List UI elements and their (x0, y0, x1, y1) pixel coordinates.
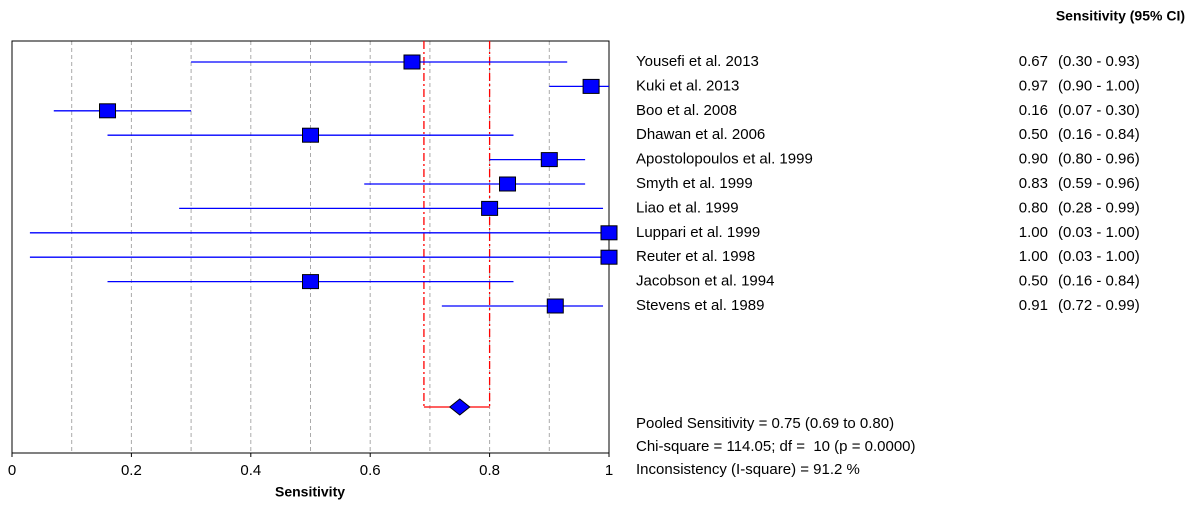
estimate-square (302, 274, 319, 290)
estimate-square (99, 103, 117, 119)
x-axis-label: Sensitivity (275, 484, 345, 500)
x-tick-label: 1 (605, 462, 613, 479)
pooled-label: Pooled Sensitivity = 0.75 (0.69 to 0.80) (636, 415, 894, 432)
estimate-square (546, 298, 564, 314)
value-label: 1.00 (1019, 224, 1048, 241)
value-label: 1.00 (1019, 248, 1048, 265)
value-label: 0.83 (1019, 175, 1048, 192)
study-name: Boo et al. 2008 (636, 102, 737, 119)
ci-label: (0.03 - 1.00) (1058, 224, 1140, 241)
plot-frame (11, 40, 610, 454)
value-label: 0.91 (1019, 297, 1048, 314)
annotation: Inconsistency (I-square) = 91.2 % (636, 461, 860, 478)
x-tick-label: 0.8 (479, 462, 500, 479)
ci-label: (0.59 - 0.96) (1058, 175, 1140, 192)
ci-label: (0.16 - 0.84) (1058, 126, 1140, 143)
study-name: Stevens et al. 1989 (636, 297, 764, 314)
estimate-square (481, 200, 499, 216)
study-name: Kuki et al. 2013 (636, 77, 739, 94)
value-label: 0.97 (1019, 77, 1048, 94)
study-name: Apostolopoulos et al. 1999 (636, 151, 813, 168)
study-name: Reuter et al. 1998 (636, 248, 755, 265)
estimate-square (403, 54, 421, 70)
ci-label: (0.72 - 0.99) (1058, 297, 1140, 314)
estimate-square (302, 127, 319, 143)
estimate-square (499, 176, 517, 192)
x-tick-label: 0.4 (240, 462, 261, 479)
estimate-square (540, 152, 558, 168)
study-name: Smyth et al. 1999 (636, 175, 753, 192)
pooled-diamond (448, 398, 471, 416)
column-header: Sensitivity (95% CI) (1056, 8, 1185, 24)
ci-label: (0.28 - 0.99) (1058, 199, 1140, 216)
value-label: 0.90 (1019, 151, 1048, 168)
ci-label: (0.90 - 1.00) (1058, 77, 1140, 94)
ci-label: (0.03 - 1.00) (1058, 248, 1140, 265)
estimate-square (600, 225, 618, 241)
value-label: 0.50 (1019, 126, 1048, 143)
value-label: 0.67 (1019, 53, 1048, 70)
study-name: Dhawan et al. 2006 (636, 126, 765, 143)
x-tick-label: 0.6 (360, 462, 381, 479)
study-name: Jacobson et al. 1994 (636, 273, 774, 290)
x-tick-label: 0.2 (121, 462, 142, 479)
ci-label: (0.80 - 0.96) (1058, 151, 1140, 168)
study-name: Yousefi et al. 2013 (636, 53, 759, 70)
value-label: 0.50 (1019, 273, 1048, 290)
x-tick-label: 0 (8, 462, 16, 479)
estimate-square (600, 249, 618, 265)
ci-label: (0.30 - 0.93) (1058, 53, 1140, 70)
ci-label: (0.07 - 0.30) (1058, 102, 1140, 119)
estimate-square (582, 78, 600, 94)
study-name: Liao et al. 1999 (636, 199, 739, 216)
annotation: Chi-square = 114.05; df = 10 (p = 0.0000… (636, 438, 916, 455)
study-name: Luppari et al. 1999 (636, 224, 760, 241)
value-label: 0.16 (1019, 102, 1048, 119)
ci-label: (0.16 - 0.84) (1058, 273, 1140, 290)
value-label: 0.80 (1019, 199, 1048, 216)
